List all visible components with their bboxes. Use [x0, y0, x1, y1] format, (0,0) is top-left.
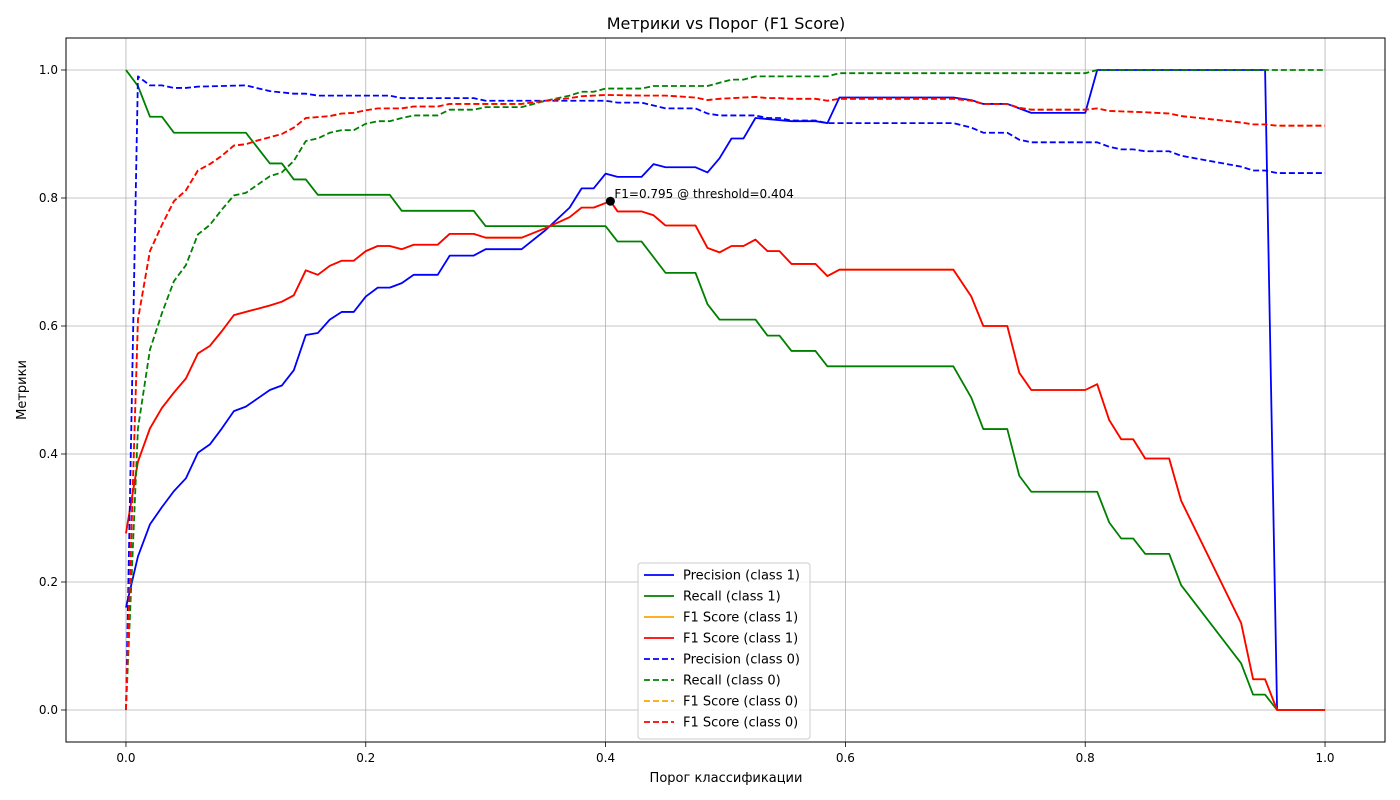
y-tick-label: 0.0: [39, 703, 58, 717]
x-tick-label: 1.0: [1315, 751, 1334, 765]
y-axis: 0.0 0.2 0.4 0.6 0.8 1.0: [39, 63, 66, 717]
y-tick-label: 0.6: [39, 319, 58, 333]
axes-frame: [65, 37, 1386, 743]
x-tick-label: 0.8: [1076, 751, 1095, 765]
legend-box: [637, 562, 811, 740]
best-f1-marker: [605, 196, 615, 206]
x-tick-label: 0.0: [116, 751, 135, 765]
series-line-1: [125, 69, 1326, 711]
x-axis-label: Порог классификации: [650, 771, 803, 786]
y-tick-label: 1.0: [39, 63, 58, 77]
legend-label-0: Precision (class 1): [683, 569, 800, 584]
legend-label-7: F1 Score (class 0): [683, 716, 798, 731]
series-line-5: [125, 69, 1326, 711]
legend: Precision (class 1) Recall (class 1) F1 Sc…: [637, 562, 811, 740]
x-axis: 0.0 0.2 0.4 0.6 0.8 1.0: [116, 742, 1335, 765]
series-line-4: [125, 75, 1326, 711]
y-tick-label: 0.2: [39, 575, 58, 589]
grid: [66, 38, 1385, 742]
chart-title: Метрики vs Порог (F1 Score): [607, 14, 846, 33]
x-tick-label: 0.6: [836, 751, 855, 765]
series-line-0: [125, 69, 1326, 711]
plot-area: [125, 69, 1326, 711]
best-f1-label: F1=0.795 @ threshold=0.404: [614, 187, 794, 201]
legend-label-4: Precision (class 0): [683, 653, 800, 668]
y-tick-label: 0.4: [39, 447, 58, 461]
series-line-7: [125, 94, 1326, 711]
y-axis-label: Метрики: [15, 360, 30, 420]
best-f1-annotation: F1=0.795 @ threshold=0.404: [605, 187, 794, 206]
legend-label-1: Recall (class 1): [683, 590, 781, 605]
x-tick-label: 0.4: [596, 751, 615, 765]
legend-label-6: F1 Score (class 0): [683, 695, 798, 710]
y-tick-label: 0.8: [39, 191, 58, 205]
legend-label-2: F1 Score (class 1): [683, 611, 798, 626]
x-tick-label: 0.2: [356, 751, 375, 765]
legend-label-3: F1 Score (class 1): [683, 632, 798, 647]
legend-label-5: Recall (class 0): [683, 674, 781, 689]
series-line-3: [125, 200, 1326, 711]
